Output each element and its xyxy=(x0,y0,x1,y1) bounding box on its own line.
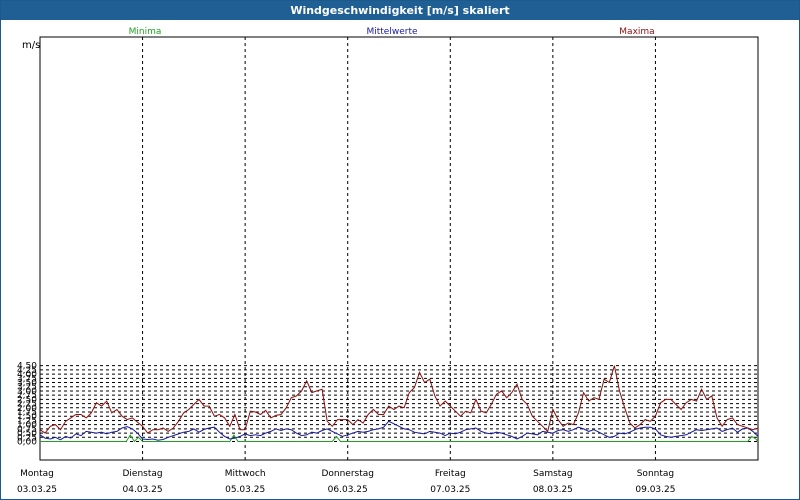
x-tick-date-label: 08.03.25 xyxy=(533,485,573,495)
legend-maxima: Maxima xyxy=(619,27,654,37)
x-axis-ticks: Montag 03.03.25 Dienstag 04.03.25 Mittwoch 05… xyxy=(17,469,676,495)
y-tick-label: 2,00 xyxy=(17,404,37,414)
y-tick-label: 1,25 xyxy=(17,416,37,426)
plot-area xyxy=(39,36,759,461)
x-tick-date-label: 05.03.25 xyxy=(225,485,265,495)
y-tick-label: 1,00 xyxy=(17,421,37,431)
x-tick-day-label: Donnerstag xyxy=(321,469,374,479)
y-tick-label: 2,75 xyxy=(17,391,37,401)
y-tick-label: 0,75 xyxy=(17,425,37,435)
y-tick-label: 0,00 xyxy=(17,438,37,448)
x-tick-day-label: Montag xyxy=(20,469,54,479)
y-tick-label: 3,75 xyxy=(17,374,37,384)
x-tick-date-label: 06.03.25 xyxy=(328,485,368,495)
window-title: Windgeschwindigkeit [m/s] skaliert xyxy=(1,1,799,20)
y-tick-label: 3,50 xyxy=(17,379,37,389)
x-tick-day-label: Dienstag xyxy=(123,469,163,479)
y-tick-label: 4,25 xyxy=(17,366,37,376)
y-tick-label: 4,50 xyxy=(17,362,37,372)
y-tick-label: 0,25 xyxy=(17,433,37,443)
legend-mittelwerte: Mittelwerte xyxy=(366,27,417,37)
series-line-minima xyxy=(40,434,759,443)
y-tick-label: 0,50 xyxy=(17,429,37,439)
x-tick-date-label: 04.03.25 xyxy=(123,485,163,495)
grid-lines xyxy=(40,37,758,460)
y-tick-label: 1,50 xyxy=(17,412,37,422)
legend: Minima Mittelwerte Maxima xyxy=(129,27,655,37)
x-tick-day-label: Sonntag xyxy=(637,469,674,479)
series-line-maxima xyxy=(39,365,759,434)
y-axis-ticks: 0,000,250,500,751,001,251,501,752,002,25… xyxy=(17,362,37,448)
y-tick-label: 2,25 xyxy=(17,400,37,410)
y-axis-unit: m/s xyxy=(22,40,40,51)
y-tick-label: 3,25 xyxy=(17,383,37,393)
legend-minima: Minima xyxy=(129,27,162,37)
series-line-mittelwerte xyxy=(39,420,759,441)
x-tick-day-label: Samstag xyxy=(533,469,572,479)
y-tick-label: 2,50 xyxy=(17,395,37,405)
series-lines xyxy=(39,365,759,443)
x-tick-date-label: 07.03.25 xyxy=(430,485,470,495)
y-tick-label: 1,75 xyxy=(17,408,37,418)
x-tick-date-label: 09.03.25 xyxy=(635,485,675,495)
x-tick-day-label: Mittwoch xyxy=(225,469,266,479)
x-tick-date-label: 03.03.25 xyxy=(17,485,57,495)
x-tick-day-label: Freitag xyxy=(435,469,466,479)
y-tick-label: 3,00 xyxy=(17,387,37,397)
y-tick-label: 4,00 xyxy=(17,370,37,380)
